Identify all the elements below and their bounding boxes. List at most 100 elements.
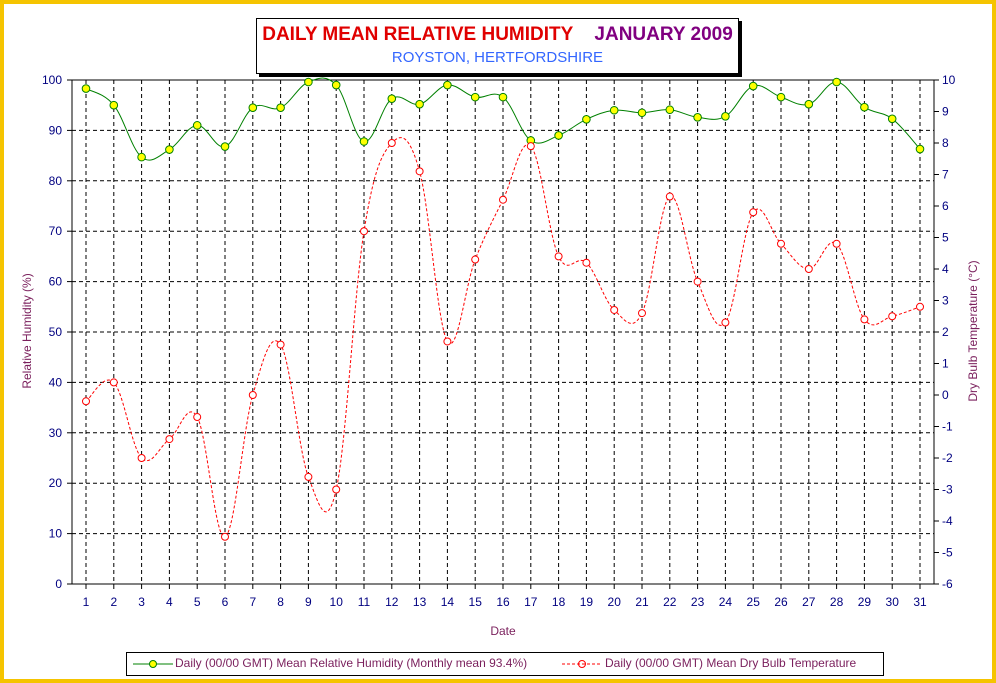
temperature-point bbox=[276, 340, 285, 349]
temperature-point bbox=[804, 265, 813, 273]
humidity-point bbox=[359, 137, 369, 146]
humidity-point bbox=[415, 99, 424, 109]
legend-humidity-swatch bbox=[133, 660, 173, 668]
x-tick-label: 22 bbox=[663, 595, 677, 609]
y2-tick-label: -2 bbox=[942, 451, 953, 465]
y-tick-label: 60 bbox=[49, 275, 63, 289]
temperature-point bbox=[193, 413, 202, 422]
x-tick-label: 11 bbox=[358, 595, 371, 609]
x-tick-label: 14 bbox=[441, 595, 455, 609]
chart-title: DAILY MEAN RELATIVE HUMIDITY JANUARY 200… bbox=[257, 24, 738, 46]
title-main: DAILY MEAN RELATIVE HUMIDITY bbox=[262, 24, 574, 45]
temperature-point bbox=[638, 309, 646, 318]
humidity-point bbox=[81, 84, 91, 93]
humidity-point bbox=[387, 94, 397, 103]
temperature-point bbox=[82, 397, 90, 406]
legend-humidity-label: Daily (00/00 GMT) Mean Relative Humidity… bbox=[175, 656, 528, 670]
y2-tick-label: -5 bbox=[942, 546, 953, 560]
humidity-point bbox=[748, 81, 758, 91]
humidity-point bbox=[609, 105, 619, 115]
x-tick-label: 26 bbox=[774, 595, 788, 609]
humidity-point bbox=[137, 152, 146, 162]
x-tick-label: 2 bbox=[110, 595, 117, 609]
y-tick-label: 70 bbox=[49, 224, 63, 238]
humidity-point bbox=[554, 131, 563, 140]
y2-tick-label: 3 bbox=[942, 294, 949, 308]
humidity-point bbox=[582, 115, 591, 124]
x-tick-label: 7 bbox=[249, 595, 256, 609]
x-tick-label: 18 bbox=[552, 595, 566, 609]
x-tick-label: 16 bbox=[496, 595, 510, 609]
y-tick-label: 30 bbox=[49, 426, 63, 440]
temperature-point bbox=[693, 277, 702, 286]
x-tick-label: 23 bbox=[691, 595, 705, 609]
x-tick-label: 24 bbox=[719, 595, 733, 609]
temperature-point bbox=[415, 167, 424, 176]
temperature-point bbox=[221, 532, 229, 541]
humidity-point bbox=[637, 108, 647, 118]
humidity-point bbox=[915, 144, 925, 154]
temperature-point bbox=[387, 139, 396, 147]
humidity-point bbox=[860, 102, 869, 112]
y2-tick-label: 7 bbox=[942, 168, 949, 182]
chart-subtitle: ROYSTON, HERTFORDSHIRE bbox=[391, 49, 604, 66]
x-tick-label: 30 bbox=[886, 595, 900, 609]
x-tick-label: 17 bbox=[524, 595, 538, 609]
grid bbox=[72, 80, 934, 584]
temperature-point bbox=[832, 239, 841, 248]
humidity-point bbox=[721, 111, 730, 121]
y-tick-label: 10 bbox=[49, 527, 63, 541]
y2-tick-label: -6 bbox=[942, 577, 953, 591]
humidity-point bbox=[165, 145, 174, 154]
temperature-point bbox=[777, 239, 785, 248]
temperature-point bbox=[888, 312, 897, 321]
humidity-point bbox=[331, 80, 341, 90]
temperature-point bbox=[137, 454, 146, 462]
y2-tick-label: 4 bbox=[942, 262, 949, 276]
temperature-point bbox=[610, 305, 619, 314]
y2-tick-label: 5 bbox=[942, 231, 949, 245]
temperature-point bbox=[749, 208, 758, 217]
y2-tick-label: 2 bbox=[942, 325, 949, 339]
temperature-point bbox=[471, 255, 480, 264]
x-tick-label: 3 bbox=[138, 595, 145, 609]
y2-tick-label: -3 bbox=[942, 483, 953, 497]
x-tick-label: 9 bbox=[305, 595, 312, 609]
x-tick-label: 10 bbox=[330, 595, 344, 609]
temperature-point bbox=[526, 142, 535, 151]
humidity-point bbox=[220, 142, 230, 151]
y-tick-label: 40 bbox=[49, 375, 63, 389]
temperature-point bbox=[665, 192, 674, 201]
x-tick-label: 13 bbox=[413, 595, 427, 609]
x-tick-label: 29 bbox=[858, 595, 872, 609]
y2-tick-label: 1 bbox=[942, 357, 949, 371]
humidity-point bbox=[776, 92, 786, 102]
humidity-point bbox=[192, 121, 202, 130]
y-tick-label: 0 bbox=[55, 577, 62, 591]
humidity-point bbox=[693, 112, 702, 122]
temperature-point bbox=[165, 435, 174, 444]
y-tick-label: 90 bbox=[49, 123, 63, 137]
y2-tick-label: 0 bbox=[942, 388, 949, 402]
humidity-point bbox=[443, 80, 452, 90]
x-tick-label: 27 bbox=[802, 595, 816, 609]
y2-tick-label: 6 bbox=[942, 199, 949, 213]
y-tick-label: 100 bbox=[42, 73, 62, 87]
temperature-point bbox=[332, 485, 341, 494]
temperature-point bbox=[248, 391, 257, 399]
x-tick-label: 15 bbox=[469, 595, 483, 609]
legend-temperature-label: Daily (00/00 GMT) Mean Dry Bulb Temperat… bbox=[605, 656, 857, 670]
humidity-point bbox=[665, 105, 675, 115]
temperature-point bbox=[554, 252, 563, 261]
x-tick-label: 12 bbox=[385, 595, 399, 609]
y-tick-label: 50 bbox=[49, 325, 63, 339]
y2-tick-label: -1 bbox=[942, 420, 953, 434]
y2-tick-label: 10 bbox=[942, 73, 956, 87]
x-axis-label: Date bbox=[490, 624, 516, 638]
temperature-point bbox=[860, 315, 869, 324]
temperature-point bbox=[443, 337, 452, 346]
legend-temperature-swatch bbox=[562, 660, 602, 668]
x-tick-label: 20 bbox=[608, 595, 622, 609]
temperature-point bbox=[499, 195, 507, 204]
